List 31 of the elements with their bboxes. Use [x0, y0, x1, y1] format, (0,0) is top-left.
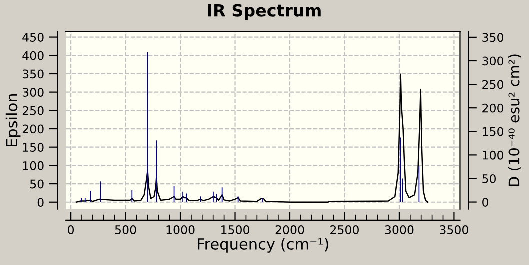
- y2-tick-label: 200: [482, 104, 504, 113]
- x-tick-label: 500: [115, 226, 136, 234]
- y-tick-label: 150: [23, 143, 44, 152]
- y2-tick-label: 300: [482, 56, 504, 66]
- x-axis-title: Frequency (cm⁻¹): [198, 238, 328, 253]
- line-series: [76, 74, 429, 204]
- x-tick-label: 2500: [330, 226, 359, 234]
- x-tick-label: 0: [68, 226, 74, 234]
- x-tick-label: 1500: [222, 226, 250, 234]
- y-tick-label: 400: [22, 51, 44, 60]
- y2-tick-label: 0: [482, 198, 488, 207]
- y-tick-label: 450: [22, 33, 44, 42]
- y2-tick-label: 250: [482, 80, 504, 90]
- y-tick-label: 0: [38, 198, 44, 208]
- y-tick-label: 300: [22, 88, 44, 97]
- x-tick-label: 3500: [440, 226, 468, 234]
- x-tick-label: 3000: [385, 226, 414, 234]
- y2-tick-label: 350: [482, 33, 504, 42]
- y2-tick-label: 50: [482, 174, 496, 184]
- y-tick-label: 50: [30, 180, 44, 189]
- y2-tick-label: 100: [483, 150, 504, 160]
- y2-axis-title: D (10⁻⁴⁰ esu² cm²): [508, 54, 522, 186]
- y-tick-label: 350: [22, 70, 44, 79]
- x-tick-label: 2000: [276, 226, 304, 234]
- x-tick-label: 1000: [166, 226, 195, 234]
- y-tick-label: 200: [22, 124, 44, 134]
- y-tick-label: 250: [22, 106, 44, 116]
- chart-title: IR Spectrum: [208, 4, 321, 20]
- y2-tick-label: 150: [483, 127, 504, 136]
- y-axis-title: Epsilon: [6, 94, 21, 146]
- y-tick-label: 100: [23, 161, 44, 170]
